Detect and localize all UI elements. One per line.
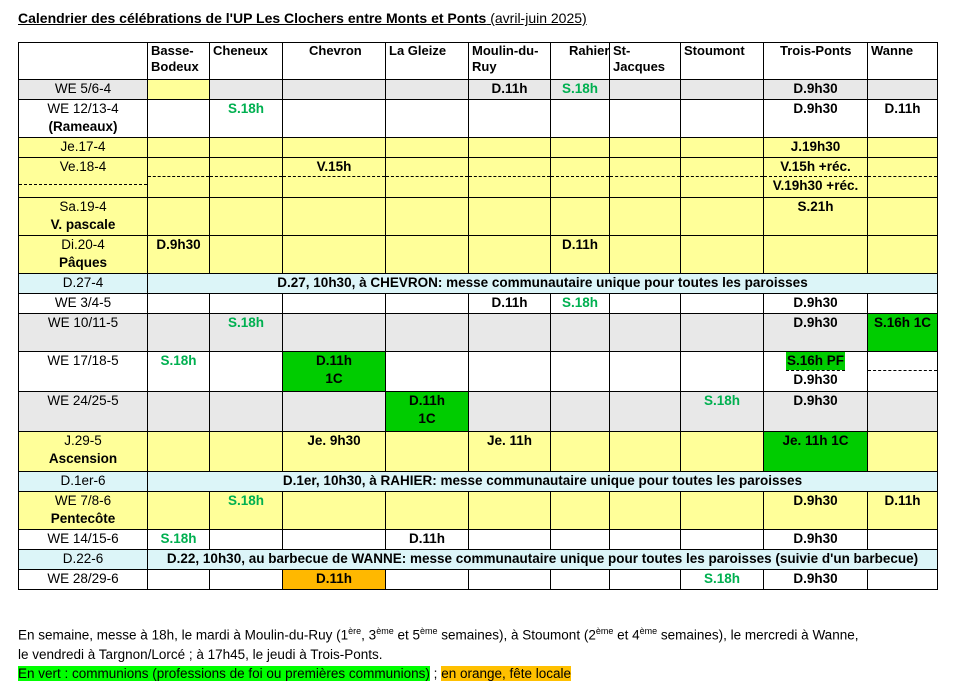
table-row: WE 10/11-5 S.18h D.9h30 S.16h 1C [18,313,938,352]
cell: J.19h30 [763,137,868,158]
row-label: WE 24/25-5 [18,391,148,432]
table-row: WE 28/29-6 D.11h S.18h D.9h30 [18,569,938,590]
cell: S.18h [209,491,283,530]
header-parish: Cheneux [209,42,283,80]
row-label: D.1er-6 [18,471,148,492]
weekday-note-2: le vendredi à Targnon/Lorcé ; à 17h45, l… [18,646,383,662]
cell: S.18h [550,79,610,100]
cell: S.16h 1C [867,313,938,352]
row-label: WE 17/18-5 [18,351,148,392]
cell: Je. 9h30 [282,431,386,472]
table-row: Sa.19-4 V. pascale S.21h [18,197,938,236]
table-row: WE 12/13-4 (Rameaux) S.18h D.9h30 D.11h [18,99,938,138]
row-label: Sa.19-4 V. pascale [18,197,148,236]
cell: D.9h30 [763,529,868,550]
cell: D.11h [867,491,938,530]
header-parish: Wanne [867,42,938,80]
cell: D.11h [550,235,610,274]
header-date [18,42,148,80]
table-row: Je.17-4 J.19h30 [18,137,938,158]
cell: D.9h30 [763,79,868,100]
table-row: WE 7/8-6 Pentecôte S.18h D.9h30 D.11h [18,491,938,530]
row-label: WE 28/29-6 [18,569,148,590]
cell: D.11h [867,99,938,138]
table-row: D.27-4 D.27, 10h30, à CHEVRON: messe com… [18,273,938,294]
table-row: WE 3/4-5 D.11h S.18h D.9h30 [18,293,938,314]
cell: D.11h 1C [282,351,386,392]
row-label: Di.20-4 Pâques [18,235,148,274]
legend-orange: en orange, fête locale [441,665,572,681]
cell: Je. 11h 1C [763,431,868,472]
table-row: Di.20-4 Pâques D.9h30 D.11h [18,235,938,274]
cell: D.11h [282,569,386,590]
table-row: WE 5/6-4 D.11h S.18h D.9h30 [18,79,938,100]
table-row: WE 14/15-6 S.18h D.11h D.9h30 [18,529,938,550]
cell: D.9h30 [147,235,210,274]
row-label: WE 5/6-4 [18,79,148,100]
cell: V.15h +réc. V.19h30 +réc. [763,157,868,198]
row-label: Je.17-4 [18,137,148,158]
header-row: Basse-Bodeux Cheneux Chevron La Gleize M… [18,42,938,80]
cell: Je. 11h [468,431,551,472]
row-label: WE 10/11-5 [18,313,148,352]
legend-green: En vert : communions (professions de foi… [18,665,430,681]
header-parish: Stoumont [680,42,764,80]
cell: D.9h30 [763,293,868,314]
cell: D.11h [385,529,469,550]
header-parish: Trois-Ponts [763,42,868,80]
cell: S.18h [680,569,764,590]
row-label: WE 12/13-4 (Rameaux) [18,99,148,138]
row-label: J.29-5 Ascension [18,431,148,472]
table-row: D.1er-6 D.1er, 10h30, à RAHIER: messe co… [18,471,938,492]
cell: S.21h [763,197,868,236]
banner-cell: D.22, 10h30, au barbecue de WANNE: messe… [147,549,938,570]
header-parish: La Gleize [385,42,469,80]
row-label: D.22-6 [18,549,148,570]
header-parish: Rahier [550,42,610,80]
cell: D.9h30 [763,391,868,432]
cell: S.18h [209,99,283,138]
table-row: Ve.18-4 V.15h V.15h +réc. V.19h30 +réc. [18,157,938,198]
cell: D.9h30 [763,313,868,352]
cell: S.18h [680,391,764,432]
table-row: D.22-6 D.22, 10h30, au barbecue de WANNE… [18,549,938,570]
weekday-note: En semaine, messe à 18h, le mardi à Moul… [18,626,859,643]
cell: D.11h 1C [385,391,469,432]
footnotes: En semaine, messe à 18h, le mardi à Moul… [18,622,948,683]
table-row: WE 17/18-5 S.18h D.11h 1C S.16h PF D.9h30 [18,351,938,392]
cell: S.18h [209,313,283,352]
cell: S.18h [147,529,210,550]
banner-cell: D.27, 10h30, à CHEVRON: messe communauta… [147,273,938,294]
header-parish: Chevron [282,42,386,80]
row-label: D.27-4 [18,273,148,294]
cell: S.18h [147,351,210,392]
row-label: Ve.18-4 [18,157,148,198]
page-title: Calendrier des célébrations de l'UP Les … [18,10,587,26]
banner-cell: D.1er, 10h30, à RAHIER: messe communauta… [147,471,938,492]
cell: D.11h [468,293,551,314]
cell: D.9h30 [763,491,868,530]
cell: S.16h PF D.9h30 [763,351,868,392]
row-label: WE 3/4-5 [18,293,148,314]
table-row: WE 24/25-5 D.11h 1C S.18h D.9h30 [18,391,938,432]
row-label: WE 7/8-6 Pentecôte [18,491,148,530]
header-parish: Basse-Bodeux [147,42,210,80]
cell: D.9h30 [763,569,868,590]
row-label: WE 14/15-6 [18,529,148,550]
cell: S.18h [550,293,610,314]
legend: En vert : communions (professions de foi… [18,665,572,681]
cell: D.9h30 [763,99,868,138]
cell: V.15h [282,157,386,198]
celebration-calendar-table: Basse-Bodeux Cheneux Chevron La Gleize M… [18,42,938,590]
header-parish: Moulin-du-Ruy [468,42,551,80]
cell: D.11h [468,79,551,100]
header-parish: St-Jacques [609,42,681,80]
table-row: J.29-5 Ascension Je. 9h30 Je. 11h Je. 11h… [18,431,938,472]
